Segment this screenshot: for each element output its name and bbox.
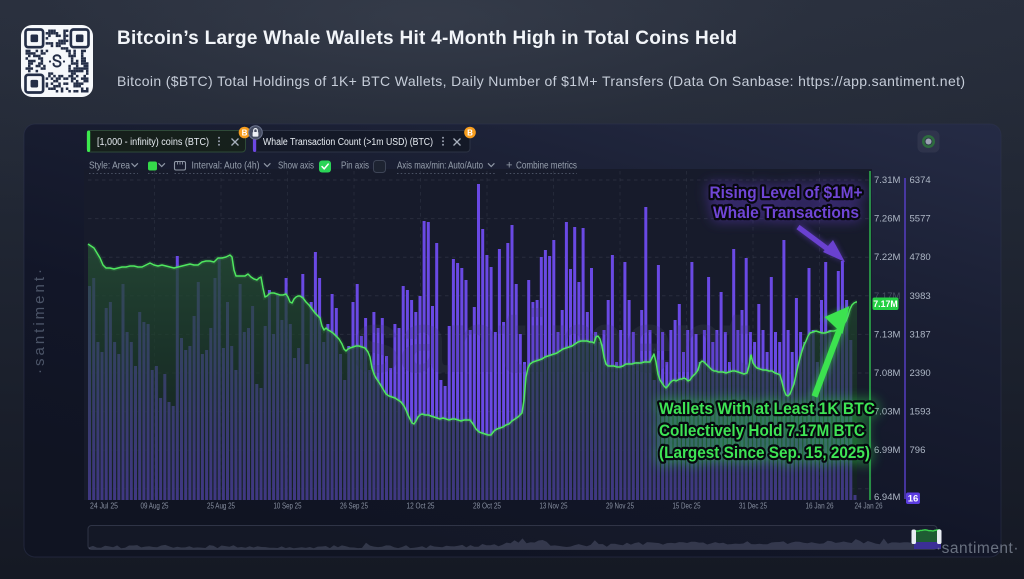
svg-text:Style: Area: Style: Area <box>89 160 130 172</box>
svg-text:16 Jan 26: 16 Jan 26 <box>806 501 834 511</box>
svg-text:Collectively Hold 7.17M BTC: Collectively Hold 7.17M BTC <box>659 421 865 440</box>
svg-text:4780: 4780 <box>910 252 931 263</box>
svg-text:13 Nov 25: 13 Nov 25 <box>540 501 568 511</box>
svg-text:6.94M: 6.94M <box>874 492 900 503</box>
svg-text:7.26M: 7.26M <box>874 214 900 225</box>
svg-text:Rising Level of $1M+: Rising Level of $1M+ <box>710 183 863 202</box>
svg-text:7.03M: 7.03M <box>874 407 900 418</box>
svg-text:7.22M: 7.22M <box>874 252 900 263</box>
svg-text:B: B <box>467 129 473 138</box>
svg-text:Combine metrics: Combine metrics <box>516 160 577 172</box>
svg-text:Axis max/min: Auto/Auto: Axis max/min: Auto/Auto <box>397 160 483 172</box>
svg-text:10 Sep 25: 10 Sep 25 <box>274 501 302 511</box>
svg-text:Collectively Hold 7.17M BTC: Collectively Hold 7.17M BTC <box>659 421 865 440</box>
svg-text:2390: 2390 <box>910 368 931 379</box>
svg-text:7.08M: 7.08M <box>874 368 900 379</box>
svg-text:[1,000 - infinity) coins (BTC): [1,000 - infinity) coins (BTC) <box>97 137 209 148</box>
svg-text:5577: 5577 <box>910 214 931 225</box>
svg-text:25 Aug 25: 25 Aug 25 <box>207 501 235 511</box>
svg-text:Bitcoin ($BTC) Total Holdings: Bitcoin ($BTC) Total Holdings of 1K+ BTC… <box>117 73 965 89</box>
svg-text:3983: 3983 <box>910 291 931 302</box>
svg-text:·santiment·: ·santiment· <box>31 266 48 374</box>
svg-text:Pin axis: Pin axis <box>341 160 369 172</box>
svg-text:7.13M: 7.13M <box>874 329 900 340</box>
svg-text:24 Jan 26: 24 Jan 26 <box>855 501 883 511</box>
svg-text:796: 796 <box>910 445 926 456</box>
svg-text:Wallets With at Least 1K BTC: Wallets With at Least 1K BTC <box>659 399 875 418</box>
svg-text:6.99M: 6.99M <box>874 445 900 456</box>
svg-text:Interval: Auto (4h): Interval: Auto (4h) <box>192 160 260 172</box>
svg-text:(Largest Since Sep. 15, 2025): (Largest Since Sep. 15, 2025) <box>659 443 870 462</box>
svg-text:24 Jul 25: 24 Jul 25 <box>90 501 118 511</box>
svg-text:Whale Transaction Count (>1m U: Whale Transaction Count (>1m USD) (BTC) <box>263 137 433 148</box>
svg-text:Whale Transactions: Whale Transactions <box>713 203 859 222</box>
svg-text:26 Sep 25: 26 Sep 25 <box>340 501 368 511</box>
svg-text:Rising Level of $1M+: Rising Level of $1M+ <box>710 183 863 202</box>
svg-text:29 Nov 25: 29 Nov 25 <box>606 501 634 511</box>
svg-text:3187: 3187 <box>910 329 931 340</box>
svg-text:Bitcoin’s Large Whale Wallets: Bitcoin’s Large Whale Wallets Hit 4-Mont… <box>117 28 737 49</box>
svg-text:1593: 1593 <box>910 407 931 418</box>
svg-text:12 Oct 25: 12 Oct 25 <box>407 501 435 511</box>
svg-text:7.17M: 7.17M <box>874 291 900 302</box>
svg-text:B: B <box>242 129 248 138</box>
svg-text:7.31M: 7.31M <box>874 175 900 186</box>
svg-text:31 Dec 25: 31 Dec 25 <box>739 501 767 511</box>
svg-text:15 Dec 25: 15 Dec 25 <box>673 501 701 511</box>
svg-text:09 Aug 25: 09 Aug 25 <box>141 501 169 511</box>
svg-text:16: 16 <box>908 494 919 505</box>
svg-text:6374: 6374 <box>910 175 931 186</box>
svg-text:Whale Transactions: Whale Transactions <box>713 203 859 222</box>
svg-text:·santiment·: ·santiment· <box>936 540 1019 557</box>
svg-text:28 Oct 25: 28 Oct 25 <box>473 501 501 511</box>
svg-text:7.17M: 7.17M <box>873 299 897 309</box>
svg-text:Show axis: Show axis <box>278 160 314 172</box>
svg-text:+: + <box>506 160 512 172</box>
svg-text:Wallets With at Least 1K BTC: Wallets With at Least 1K BTC <box>659 399 875 418</box>
svg-text:(Largest Since Sep. 15, 2025): (Largest Since Sep. 15, 2025) <box>659 443 870 462</box>
